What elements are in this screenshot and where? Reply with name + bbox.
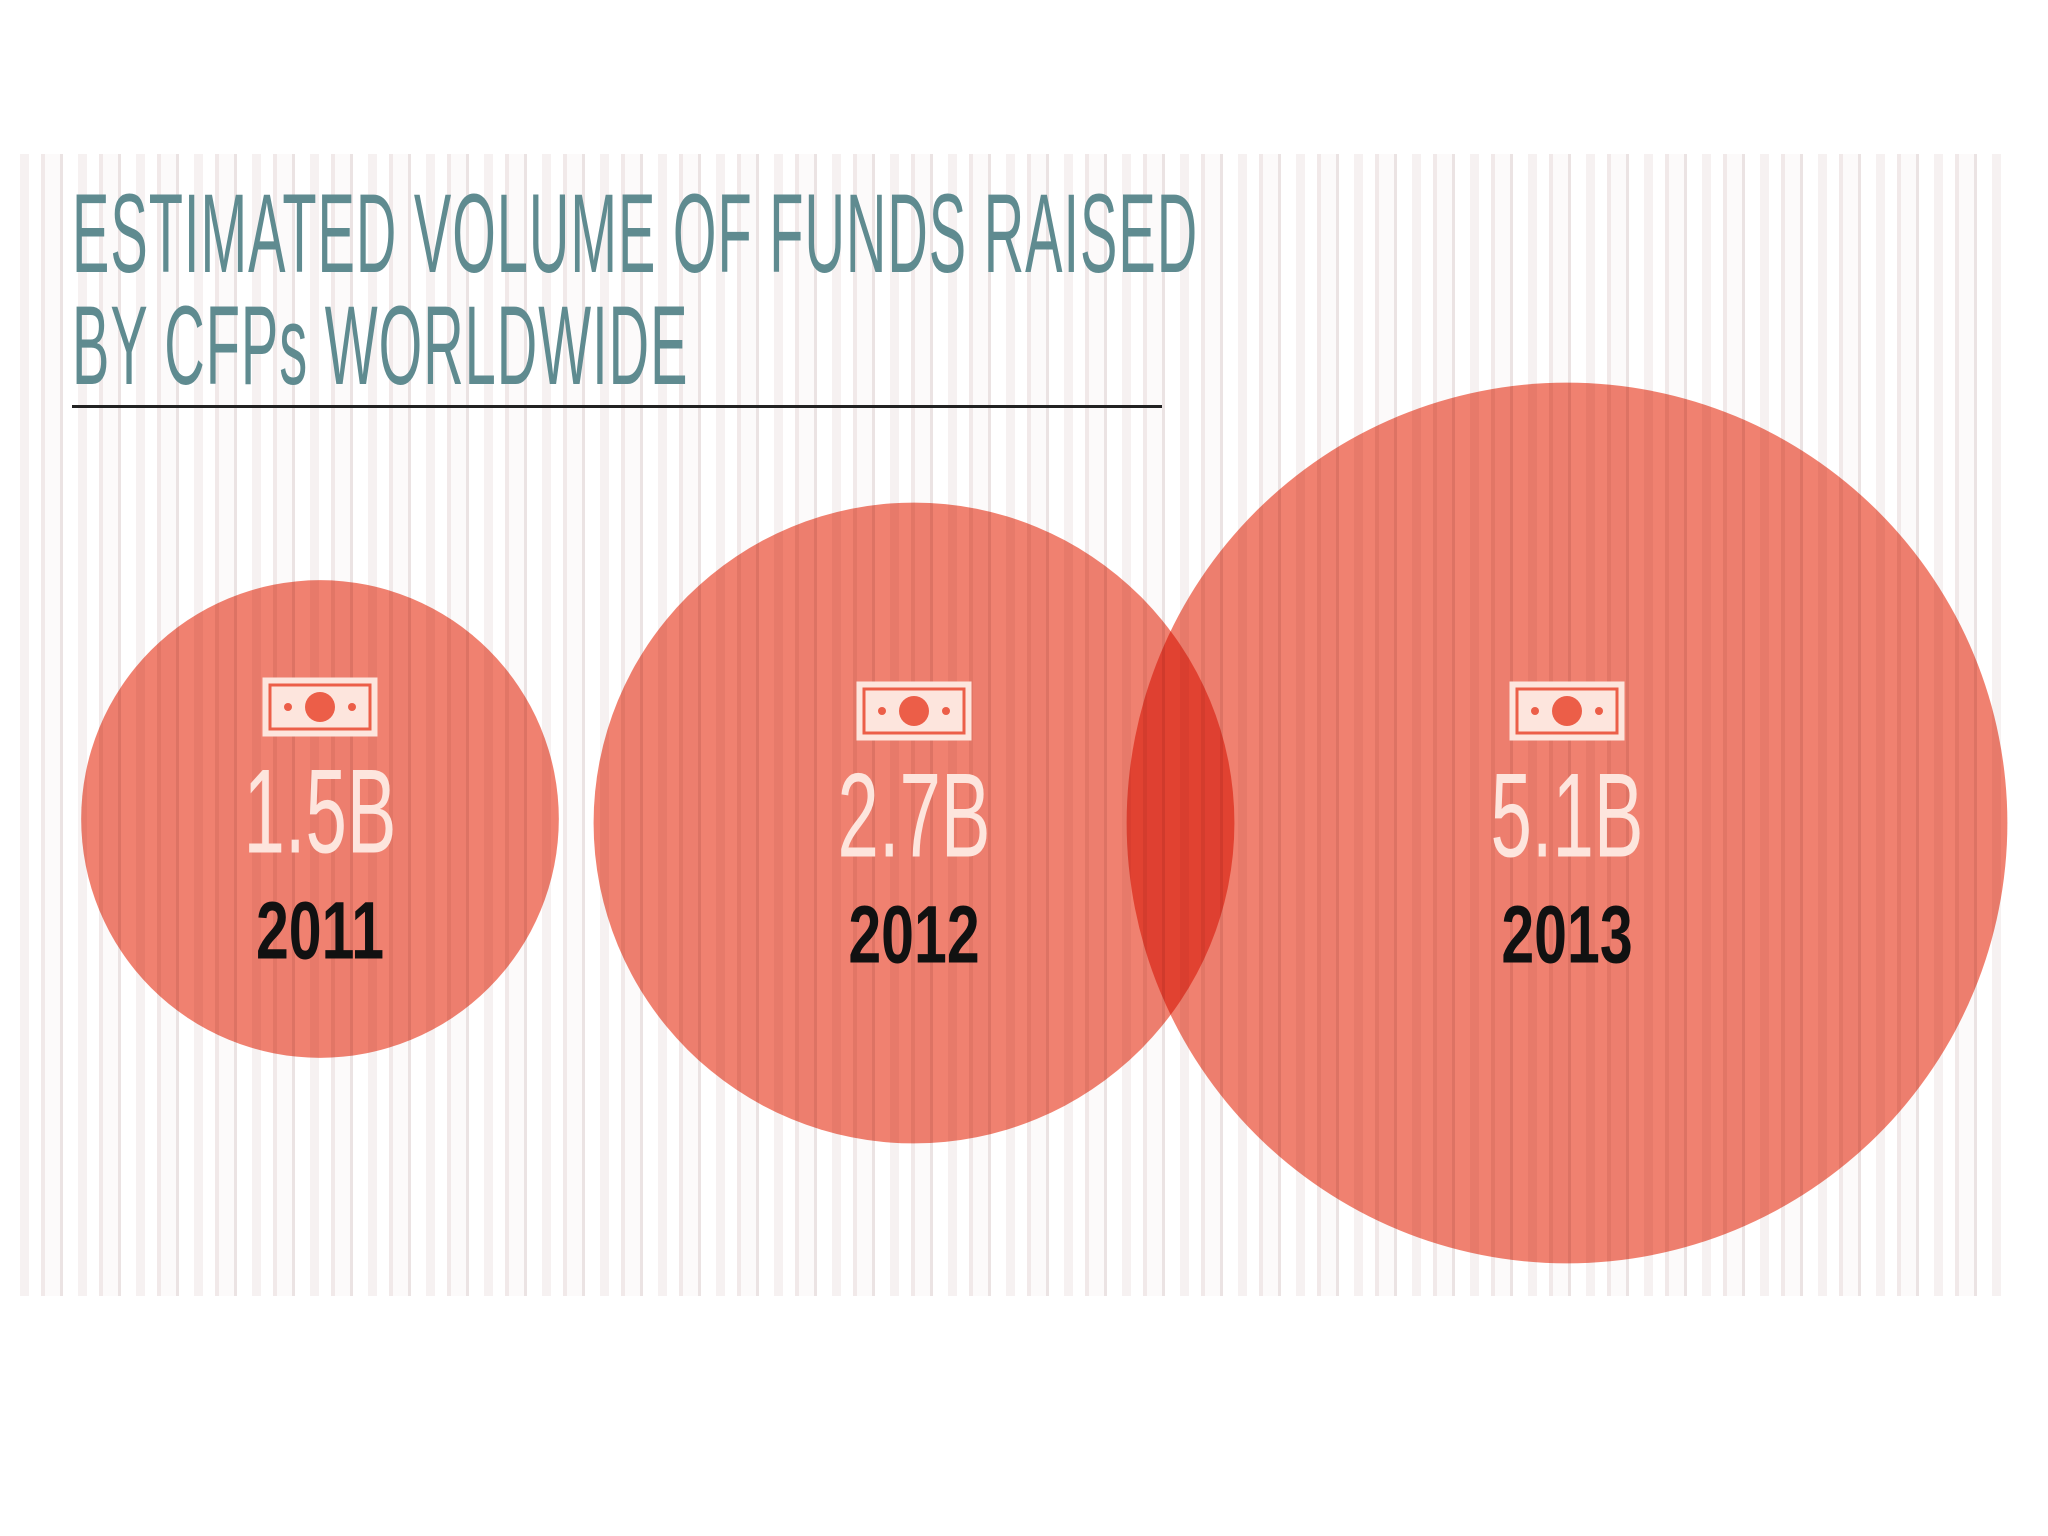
icon-coin xyxy=(1552,696,1582,726)
money-icon xyxy=(1509,681,1625,741)
bubbles xyxy=(81,382,2008,1264)
value-label: 5.1B xyxy=(1490,750,1643,883)
icon-dot xyxy=(284,703,292,711)
bubble xyxy=(593,502,1235,1144)
category-label: 2013 xyxy=(1501,889,1632,981)
icon-dot xyxy=(348,703,356,711)
icon-dot xyxy=(878,707,886,715)
money-icon xyxy=(856,681,972,741)
bubble xyxy=(1126,382,2008,1264)
value-label: 1.5B xyxy=(243,746,396,879)
value-label: 2.7B xyxy=(837,750,990,883)
icon-bill-inner xyxy=(268,683,372,731)
icon-coin xyxy=(899,696,929,726)
bubble xyxy=(81,580,559,1058)
icon-dot xyxy=(1531,707,1539,715)
category-label: 2012 xyxy=(848,889,979,981)
icon-dot xyxy=(942,707,950,715)
title-underline xyxy=(72,405,1162,408)
icon-bill-inner xyxy=(1515,687,1619,735)
chart-title: ESTIMATED VOLUME OF FUNDS RAISED BY CFPs… xyxy=(72,171,1199,408)
icon-dot xyxy=(1595,707,1603,715)
money-icon xyxy=(262,677,378,737)
category-label: 2011 xyxy=(256,885,384,977)
icon-coin xyxy=(305,692,335,722)
icon-bill-inner xyxy=(862,687,966,735)
